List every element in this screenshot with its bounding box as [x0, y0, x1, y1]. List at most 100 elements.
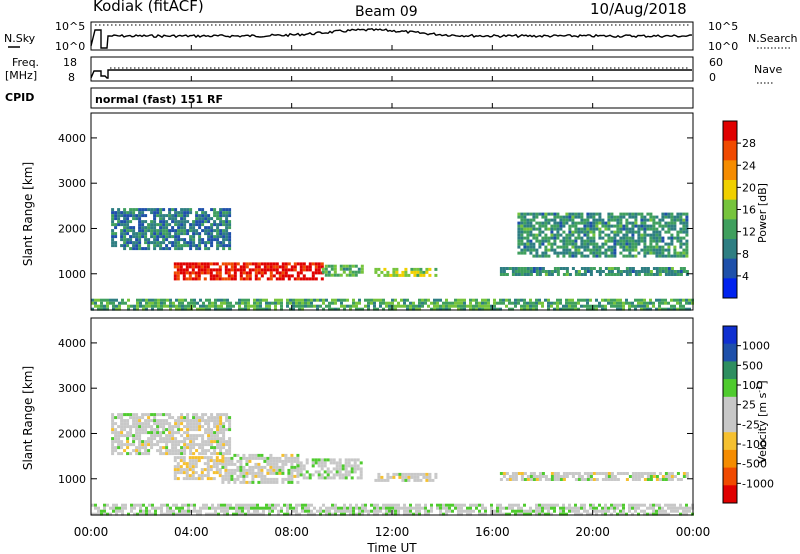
heatmap-cell	[562, 239, 566, 243]
heatmap-cell	[301, 509, 304, 513]
heatmap-cell	[204, 431, 208, 435]
heatmap-cell	[607, 239, 611, 243]
heatmap-cell	[244, 307, 247, 311]
heatmap-cell	[574, 242, 578, 246]
heatmap-cell	[177, 214, 181, 218]
heatmap-cell	[460, 512, 463, 516]
heatmap-cell	[184, 509, 187, 513]
heatmap-cell	[517, 233, 521, 237]
heatmap-cell	[198, 443, 202, 447]
heatmap-cell	[221, 465, 225, 469]
heatmap-cell	[338, 470, 342, 474]
heatmap-cell	[200, 262, 204, 266]
heatmap-cell	[272, 465, 276, 469]
heatmap-cell	[109, 298, 112, 302]
heatmap-cell	[147, 238, 151, 242]
heatmap-cell	[556, 215, 560, 219]
heatmap-cell	[236, 465, 240, 469]
heatmap-cell	[541, 236, 545, 240]
heatmap-cell	[223, 509, 226, 513]
heatmap-cell	[120, 232, 124, 236]
heatmap-cell	[156, 431, 160, 435]
heatmap-cell	[168, 232, 172, 236]
heatmap-cell	[553, 239, 557, 243]
heatmap-cell	[568, 236, 572, 240]
heatmap-cell	[202, 304, 205, 308]
colorbar-swatch	[723, 180, 737, 201]
heatmap-cell	[559, 239, 563, 243]
heatmap-cell	[109, 301, 112, 305]
heatmap-cell	[222, 244, 226, 248]
heatmap-cell	[197, 477, 201, 481]
heatmap-cell	[631, 212, 635, 216]
heatmap-cell	[472, 307, 475, 311]
heatmap-cell	[287, 474, 291, 478]
heatmap-cell	[168, 211, 172, 215]
heatmap-cell	[334, 301, 337, 305]
heatmap-cell	[168, 229, 172, 233]
heatmap-cell	[631, 221, 635, 225]
heatmap-cell	[339, 264, 343, 268]
heatmap-cell	[215, 456, 219, 460]
heatmap-cell	[144, 238, 148, 242]
heatmap-cell	[283, 512, 286, 516]
heatmap-cell	[580, 506, 583, 510]
heatmap-cell	[367, 298, 370, 302]
heatmap-cell	[225, 443, 229, 447]
heatmap-cell	[225, 428, 229, 432]
heatmap-cell	[520, 242, 524, 246]
heatmap-cell	[329, 470, 333, 474]
heatmap-cell	[613, 298, 616, 302]
heatmap-cell	[147, 241, 151, 245]
heatmap-cell	[628, 304, 631, 308]
heatmap-cell	[174, 247, 178, 251]
heatmap-cell	[499, 509, 502, 513]
heatmap-cell	[150, 446, 154, 450]
heatmap-cell	[613, 218, 617, 222]
heatmap-cell	[204, 422, 208, 426]
heatmap-cell	[159, 440, 163, 444]
heatmap-cell	[189, 244, 193, 248]
heatmap-cell	[311, 458, 315, 462]
heatmap-cell	[568, 215, 572, 219]
heatmap-cell	[117, 211, 121, 215]
heatmap-cell	[595, 242, 599, 246]
heatmap-cell	[317, 458, 321, 462]
heatmap-cell	[138, 419, 142, 423]
heatmap-cell	[664, 475, 668, 478]
heatmap-cell	[410, 270, 414, 274]
heatmap-cell	[395, 267, 399, 271]
heatmap-cell	[661, 251, 665, 255]
heatmap-cell	[302, 473, 306, 477]
heatmap-cell	[508, 503, 511, 507]
heatmap-cell	[120, 223, 124, 227]
heatmap-cell	[643, 307, 646, 311]
heatmap-cell	[265, 506, 268, 510]
heatmap-cell	[619, 230, 623, 234]
heatmap-cell	[413, 475, 417, 479]
heatmap-cell	[272, 471, 276, 475]
heatmap-cell	[120, 413, 124, 417]
heatmap-cell	[331, 301, 334, 305]
heatmap-cell	[184, 503, 187, 507]
heatmap-cell	[664, 270, 668, 273]
heatmap-cell	[292, 304, 295, 308]
heatmap-cell	[415, 509, 418, 513]
heatmap-cell	[604, 503, 607, 507]
heatmap-cell	[204, 229, 208, 233]
heatmap-cell	[179, 465, 183, 469]
heatmap-cell	[574, 227, 578, 231]
heatmap-cell	[150, 437, 154, 441]
heatmap-cell	[670, 267, 674, 270]
heatmap-cell	[272, 268, 276, 272]
heatmap-cell	[574, 509, 577, 513]
heatmap-cell	[296, 277, 300, 281]
heatmap-cell	[457, 304, 460, 308]
heatmap-cell	[118, 301, 121, 305]
heatmap-cell	[493, 304, 496, 308]
heatmap-cell	[180, 434, 184, 438]
heatmap-cell	[607, 472, 611, 475]
heatmap-cell	[260, 274, 264, 278]
heatmap-cell	[419, 270, 423, 274]
heatmap-cell	[568, 248, 572, 252]
